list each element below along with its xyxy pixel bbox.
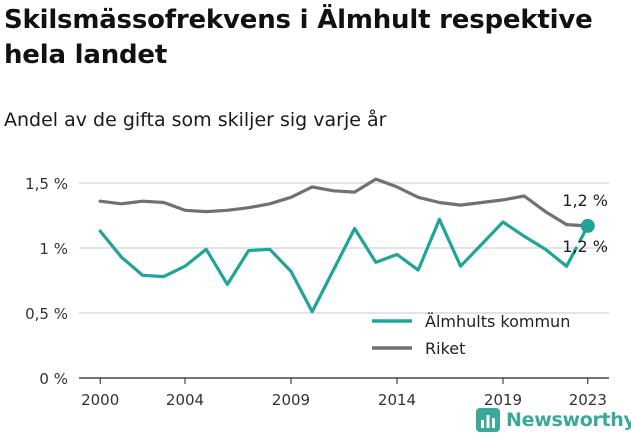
series-line-riket (98, 177, 569, 227)
bar-chart-logo-icon (476, 408, 500, 432)
series-last-segment (564, 246, 578, 268)
brand-name: Newsworthy (506, 409, 631, 431)
y-tick-label: 0 % (39, 370, 68, 388)
x-tick-label: 2000 (81, 391, 119, 409)
chart-subtitle: Andel av de gifta som skiljer sig varje … (4, 109, 387, 131)
chart-title: Skilsmässofrekvens i Älmhult respektive … (4, 5, 593, 70)
x-tick-label: 2014 (378, 391, 416, 409)
y-tick-label: 1 % (39, 240, 68, 258)
newsworthy-brand: Newsworthy (476, 408, 631, 432)
y-tick-label: 0,5 % (25, 305, 68, 323)
y-tick-label: 1,5 % (25, 175, 68, 193)
series-line-almhult (98, 217, 569, 314)
x-tick-label: 2009 (272, 391, 310, 409)
x-tick-label: 2019 (484, 391, 522, 409)
legend-item-almhult-label: Älmhults kommun (425, 312, 570, 331)
x-tick-label: 2023 (569, 391, 607, 409)
end-label-almhult: 1,2 % (562, 237, 608, 256)
legend-item-riket-label: Riket (425, 339, 465, 358)
end-label-riket: 1,2 % (562, 191, 608, 210)
x-tick-label: 2004 (166, 391, 204, 409)
end-point-marker (580, 218, 595, 233)
